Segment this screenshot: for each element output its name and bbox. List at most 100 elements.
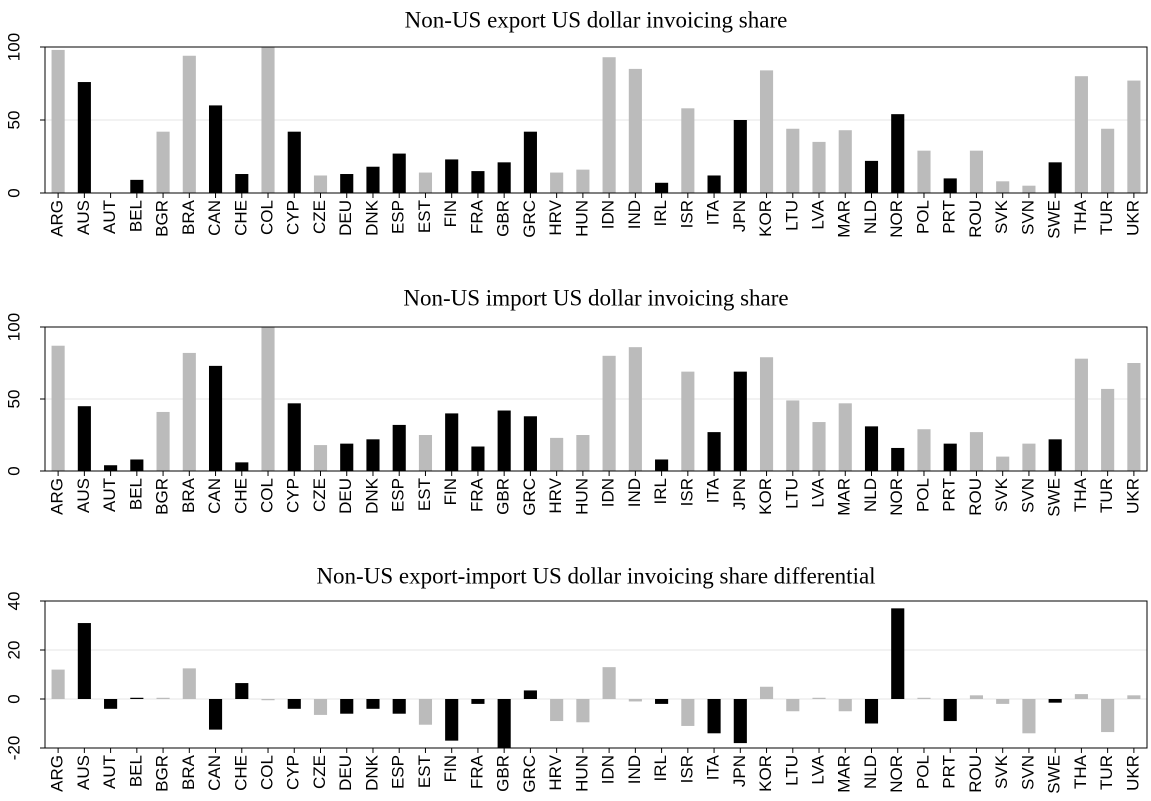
x-tick-label: TUR	[1097, 478, 1116, 513]
x-tick-label: COL	[258, 478, 277, 513]
bar	[392, 424, 406, 471]
bar	[1022, 185, 1036, 193]
bar	[523, 416, 537, 471]
x-tick-label: BGR	[153, 200, 172, 237]
x-tick-label: LTU	[782, 478, 801, 509]
bar	[340, 443, 354, 471]
bar	[523, 131, 537, 193]
x-tick-label: GRC	[520, 755, 539, 793]
x-tick-label: SVN	[1018, 755, 1037, 790]
x-tick-label: TUR	[1097, 755, 1116, 790]
x-tick-label: FRA	[467, 754, 486, 789]
x-tick-label: NOR	[887, 755, 906, 793]
bar	[471, 171, 485, 193]
bar	[812, 141, 826, 193]
x-tick-label: EST	[415, 755, 434, 788]
panel: Non-US import US dollar invoicing share 0…	[4, 285, 1148, 517]
x-tick-label: DEU	[336, 755, 355, 791]
x-tick-label: ROU	[966, 755, 985, 793]
bar	[733, 120, 747, 193]
x-tick-label: DEU	[336, 478, 355, 514]
panel: Non-US export US dollar invoicing share 0…	[4, 7, 1148, 239]
bar	[471, 446, 485, 471]
bar	[156, 411, 170, 471]
x-tick-label: CYP	[284, 478, 303, 513]
x-tick-label: BRA	[179, 199, 198, 235]
x-tick-label: HRV	[546, 754, 565, 790]
x-tick-label: CYP	[284, 200, 303, 235]
x-tick-label: COL	[258, 200, 277, 235]
x-tick-label: HRV	[546, 477, 565, 513]
bar	[786, 128, 800, 193]
bar	[996, 456, 1010, 471]
bar	[969, 695, 984, 699]
bar	[864, 426, 879, 471]
bar	[366, 699, 380, 709]
x-tick-label: CHE	[231, 200, 250, 236]
x-tick-label: ESP	[389, 200, 408, 234]
x-tick-label: PRT	[940, 200, 959, 234]
bar	[838, 130, 852, 193]
x-tick-label: IRL	[651, 478, 670, 504]
bar	[77, 623, 91, 699]
bar	[392, 153, 406, 193]
bar	[313, 699, 328, 715]
bar	[261, 47, 275, 193]
x-tick-label: SWE	[1045, 200, 1064, 239]
bar	[392, 699, 406, 714]
x-tick-label: BGR	[153, 755, 172, 792]
x-tick-label: PRT	[940, 478, 959, 512]
x-tick-label: LVA	[809, 754, 828, 784]
x-tick-label: HUN	[572, 478, 591, 515]
x-tick-label: BEL	[126, 478, 145, 510]
x-tick-label: POL	[913, 200, 932, 234]
x-tick-label: SVN	[1018, 478, 1037, 513]
x-tick-label: SVN	[1018, 200, 1037, 235]
bar	[576, 699, 590, 723]
bar	[340, 174, 354, 193]
x-tick-label: LTU	[782, 755, 801, 786]
bar	[208, 365, 223, 471]
bar	[1074, 694, 1088, 699]
bar	[1074, 358, 1088, 471]
y-tick-label: 0	[4, 694, 23, 703]
x-tick-label: AUS	[74, 755, 93, 790]
bar	[1101, 388, 1115, 471]
x-tick-label: CAN	[205, 478, 224, 514]
x-tick-label: DNK	[362, 754, 381, 791]
bar	[681, 371, 695, 471]
bar	[838, 699, 852, 712]
bar	[313, 175, 328, 193]
x-tick-label: KOR	[756, 200, 775, 237]
x-tick-label: SVK	[992, 477, 1011, 512]
x-tick-label: IDN	[599, 200, 618, 229]
bar	[445, 699, 459, 741]
x-tick-label: THA	[1071, 477, 1090, 512]
bar	[707, 699, 721, 734]
bar	[681, 699, 695, 726]
x-tick-label: BRA	[179, 754, 198, 790]
x-tick-label: BGR	[153, 478, 172, 515]
x-tick-label: NLD	[861, 478, 880, 512]
x-tick-label: SWE	[1045, 755, 1064, 794]
bar	[104, 465, 118, 471]
x-tick-label: DEU	[336, 200, 355, 236]
bar	[864, 699, 879, 724]
x-tick-label: IND	[625, 478, 644, 507]
x-tick-label: ROU	[966, 200, 985, 238]
x-tick-label: UKR	[1123, 478, 1142, 514]
bar	[51, 669, 65, 699]
bar	[523, 690, 537, 699]
bar	[628, 699, 642, 702]
bar	[917, 429, 931, 471]
bar	[497, 162, 511, 193]
x-tick-label: CHE	[231, 478, 250, 514]
bar	[628, 347, 642, 471]
bar	[235, 683, 249, 699]
bar	[471, 699, 485, 704]
bar	[1101, 699, 1115, 733]
bar	[130, 459, 144, 471]
bar	[418, 435, 433, 471]
x-tick-label: NOR	[887, 200, 906, 238]
